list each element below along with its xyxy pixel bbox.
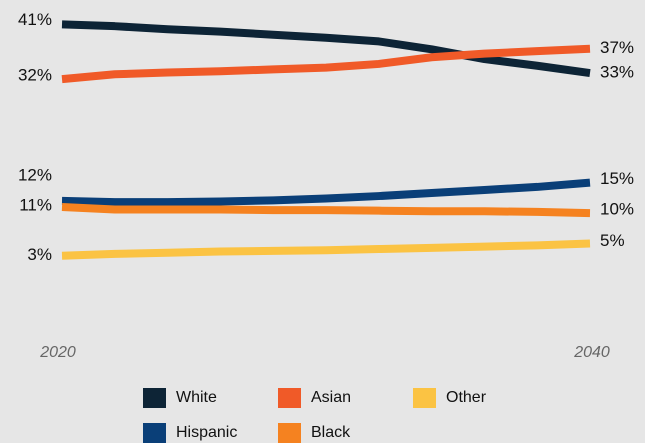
- value-label: 41%: [18, 10, 52, 29]
- value-label: 3%: [27, 245, 52, 264]
- value-label: 11%: [19, 196, 52, 215]
- legend-label: Other: [446, 389, 487, 406]
- x-tick-label: 2020: [39, 344, 76, 361]
- value-label: 32%: [18, 66, 52, 85]
- legend-swatch: [143, 423, 166, 443]
- line: [61, 44, 591, 84]
- legend-swatch: [278, 423, 301, 443]
- legend-swatch: [143, 388, 166, 408]
- legend-swatch: [278, 388, 301, 408]
- line: [61, 178, 591, 207]
- line: [61, 20, 591, 78]
- x-tick-label: 2040: [573, 344, 610, 361]
- line: [61, 203, 591, 218]
- value-label: 33%: [600, 63, 634, 82]
- line: [61, 239, 591, 260]
- legend-label: Black: [311, 424, 351, 441]
- value-label: 37%: [600, 38, 634, 57]
- legend-label: White: [176, 389, 217, 406]
- legend-label: Asian: [311, 389, 351, 406]
- value-label: 10%: [600, 200, 634, 219]
- value-label: 15%: [600, 169, 634, 188]
- legend-swatch: [413, 388, 436, 408]
- value-label: 12%: [18, 165, 52, 184]
- legend-label: Hispanic: [176, 424, 237, 441]
- value-label: 5%: [600, 231, 625, 250]
